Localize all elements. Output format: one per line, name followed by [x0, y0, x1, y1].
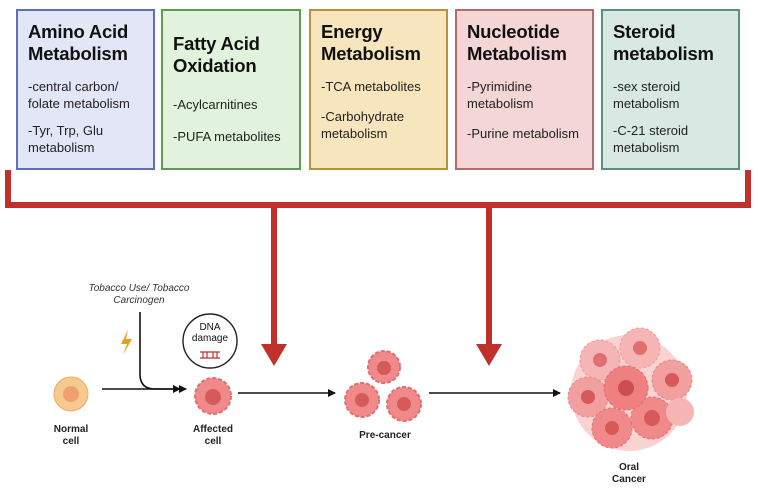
red-arrow-head	[261, 344, 287, 366]
category-item: -Purine metabolism	[467, 126, 579, 141]
category-title: Fatty Acid Oxidation	[173, 33, 260, 76]
category-title: Steroid metabolism	[613, 21, 714, 64]
red-bracket	[5, 170, 751, 366]
oral-cancer-label: Oral Cancer	[612, 462, 646, 485]
normal-cell-icon	[53, 376, 89, 412]
category-box-energy: Energy Metabolism -TCA metabolites -Carbo…	[309, 9, 448, 170]
dna-damage-label: DNA damage	[191, 322, 229, 344]
category-box-fatty-acid: Fatty Acid Oxidation -Acylcarnitines -PUF…	[161, 9, 301, 170]
category-title: Energy Metabolism	[321, 21, 421, 64]
category-title: Amino Acid Metabolism	[28, 21, 129, 64]
category-title: Nucleotide Metabolism	[467, 21, 567, 64]
category-item: -C-21 steroid metabolism	[613, 123, 689, 155]
precancer-label: Pre-cancer	[359, 430, 411, 441]
affected-cell-icon	[194, 377, 232, 415]
category-item: -PUFA metabolites	[173, 129, 281, 144]
oral-cancer-mass-icon	[567, 327, 694, 451]
category-item: -Carbohydrate metabolism	[321, 109, 405, 141]
category-box-nucleotide: Nucleotide Metabolism -Pyrimidine metaboli…	[455, 9, 594, 170]
trigger-label: Tobacco Use/ Tobacco Carcinogen	[88, 283, 190, 306]
category-item: -Acylcarnitines	[173, 97, 258, 112]
category-item: -central carbon/folate metabolism	[28, 79, 130, 111]
affected-cell-label: Affected cell	[192, 424, 233, 447]
category-item: -Pyrimidine metabolism	[467, 79, 534, 111]
dna-helix-icon	[200, 351, 220, 359]
category-item: -sex steroid metabolism	[613, 79, 681, 111]
normal-cell-label: Normal cell	[53, 424, 89, 447]
precancer-cells-icon	[344, 350, 422, 422]
category-item: -TCA metabolites	[321, 79, 421, 94]
category-box-steroid: Steroid metabolism -sex steroid metabolism…	[601, 9, 740, 170]
lightning-icon	[121, 330, 132, 355]
category-item: -Tyr, Trp, Glu metabolism	[28, 123, 104, 155]
dna-damage-bubble	[182, 313, 238, 369]
red-arrow-head	[476, 344, 502, 366]
tobacco-arrow	[139, 312, 181, 393]
category-box-amino-acid: Amino Acid Metabolism -central carbon/fol…	[16, 9, 155, 170]
